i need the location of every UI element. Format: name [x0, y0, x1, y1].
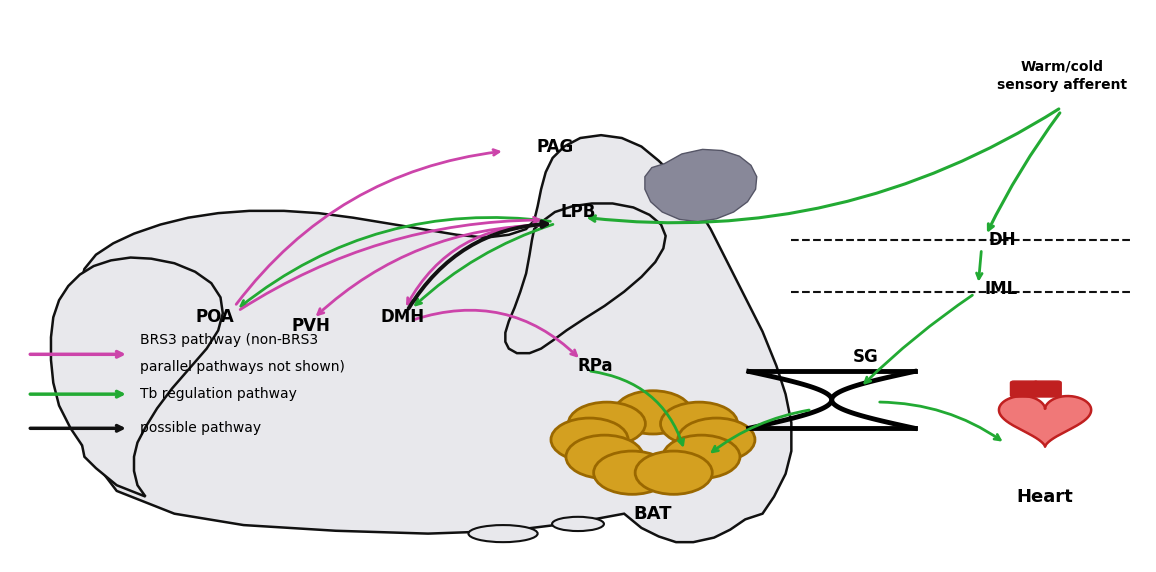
- Text: Warm/cold
sensory afferent: Warm/cold sensory afferent: [998, 59, 1127, 92]
- Ellipse shape: [660, 402, 738, 446]
- Text: SG: SG: [852, 348, 879, 366]
- Text: IML: IML: [985, 280, 1017, 298]
- Text: RPa: RPa: [578, 357, 613, 375]
- Text: DMH: DMH: [380, 308, 424, 326]
- Ellipse shape: [553, 517, 603, 531]
- Ellipse shape: [614, 391, 691, 434]
- Polygon shape: [645, 149, 757, 222]
- Ellipse shape: [468, 525, 538, 542]
- Ellipse shape: [551, 418, 628, 462]
- Text: BRS3 pathway (non-BRS3: BRS3 pathway (non-BRS3: [140, 333, 318, 347]
- Text: Tb regulation pathway: Tb regulation pathway: [140, 387, 297, 401]
- Text: BAT: BAT: [633, 505, 672, 523]
- Ellipse shape: [594, 451, 670, 494]
- Polygon shape: [74, 135, 792, 542]
- Text: PVH: PVH: [291, 317, 329, 335]
- Text: LPB: LPB: [561, 203, 595, 221]
- Polygon shape: [505, 204, 666, 353]
- Text: Heart: Heart: [1016, 487, 1074, 506]
- Text: possible pathway: possible pathway: [140, 422, 261, 435]
- Ellipse shape: [662, 435, 740, 478]
- Ellipse shape: [677, 418, 755, 462]
- Polygon shape: [51, 257, 223, 496]
- Ellipse shape: [635, 451, 712, 494]
- Ellipse shape: [569, 402, 645, 446]
- FancyBboxPatch shape: [1033, 381, 1061, 397]
- Text: DH: DH: [988, 232, 1016, 249]
- Polygon shape: [999, 396, 1091, 447]
- Text: PAG: PAG: [536, 137, 573, 156]
- Ellipse shape: [566, 435, 643, 478]
- Text: parallel pathways not shown): parallel pathways not shown): [140, 360, 344, 374]
- Text: POA: POA: [195, 308, 235, 326]
- FancyBboxPatch shape: [1010, 381, 1038, 397]
